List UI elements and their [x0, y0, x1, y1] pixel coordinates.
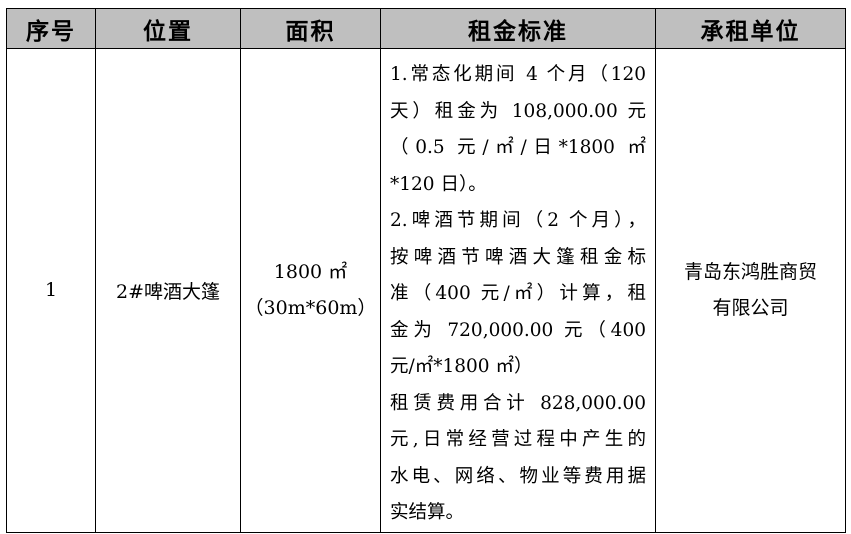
rent-line: 1.常态化期间 4 个月（120 [390, 64, 646, 85]
header-index: 序号 [6, 8, 96, 49]
rent-line: 天）租金为 108,000.00 元 [390, 100, 646, 122]
rent-line: 元,日常经营过程中产生的 [390, 429, 646, 450]
cell-index: 1 [6, 48, 96, 533]
rent-line: *120 日）。 [390, 173, 487, 195]
rent-line: 按啤酒节啤酒大篷租金标 [390, 246, 646, 268]
rent-line: 2.啤酒节期间（2 个月）， [390, 210, 646, 231]
cell-area: 1800 ㎡ （30m*60m） [240, 48, 381, 533]
header-area: 面积 [240, 8, 381, 49]
cell-location: 2#啤酒大篷 [95, 48, 241, 533]
cell-tenant: 青岛东鸿胜商贸 有限公司 [655, 48, 846, 533]
cell-rent-standard: 1.常态化期间 4 个月（120 天）租金为 108,000.00 元 （0.5… [380, 48, 656, 533]
header-rent-standard: 租金标准 [380, 8, 656, 49]
rent-line: 实结算。 [390, 502, 465, 523]
table-row: 1 2#啤酒大篷 1800 ㎡ （30m*60m） 1.常态化期间 4 个月（1… [6, 48, 846, 533]
rent-line: 租赁费用合计 828,000.00 [390, 392, 646, 414]
area-dimensions: （30m*60m） [244, 297, 377, 320]
area-value: 1800 ㎡ [273, 261, 348, 284]
rent-line: （0.5 元/㎡/日*1800 ㎡ [390, 137, 646, 158]
tenant-name-line2: 有限公司 [712, 297, 789, 320]
header-tenant: 承租单位 [655, 8, 846, 49]
rent-line: 水电、网络、物业等费用据 [390, 465, 646, 487]
header-location: 位置 [95, 8, 241, 49]
rent-line: 元/㎡*1800 ㎡） [390, 356, 533, 377]
rental-table: 序号 位置 面积 租金标准 承租单位 1 2#啤酒大篷 1800 ㎡ （30m*… [6, 8, 846, 533]
header-row: 序号 位置 面积 租金标准 承租单位 [6, 8, 846, 49]
rent-line: 准（400 元/㎡）计算，租 [390, 283, 646, 304]
rent-line: 金为 720,000.00 元（400 [390, 319, 646, 341]
tenant-name-line1: 青岛东鸿胜商贸 [683, 261, 817, 284]
